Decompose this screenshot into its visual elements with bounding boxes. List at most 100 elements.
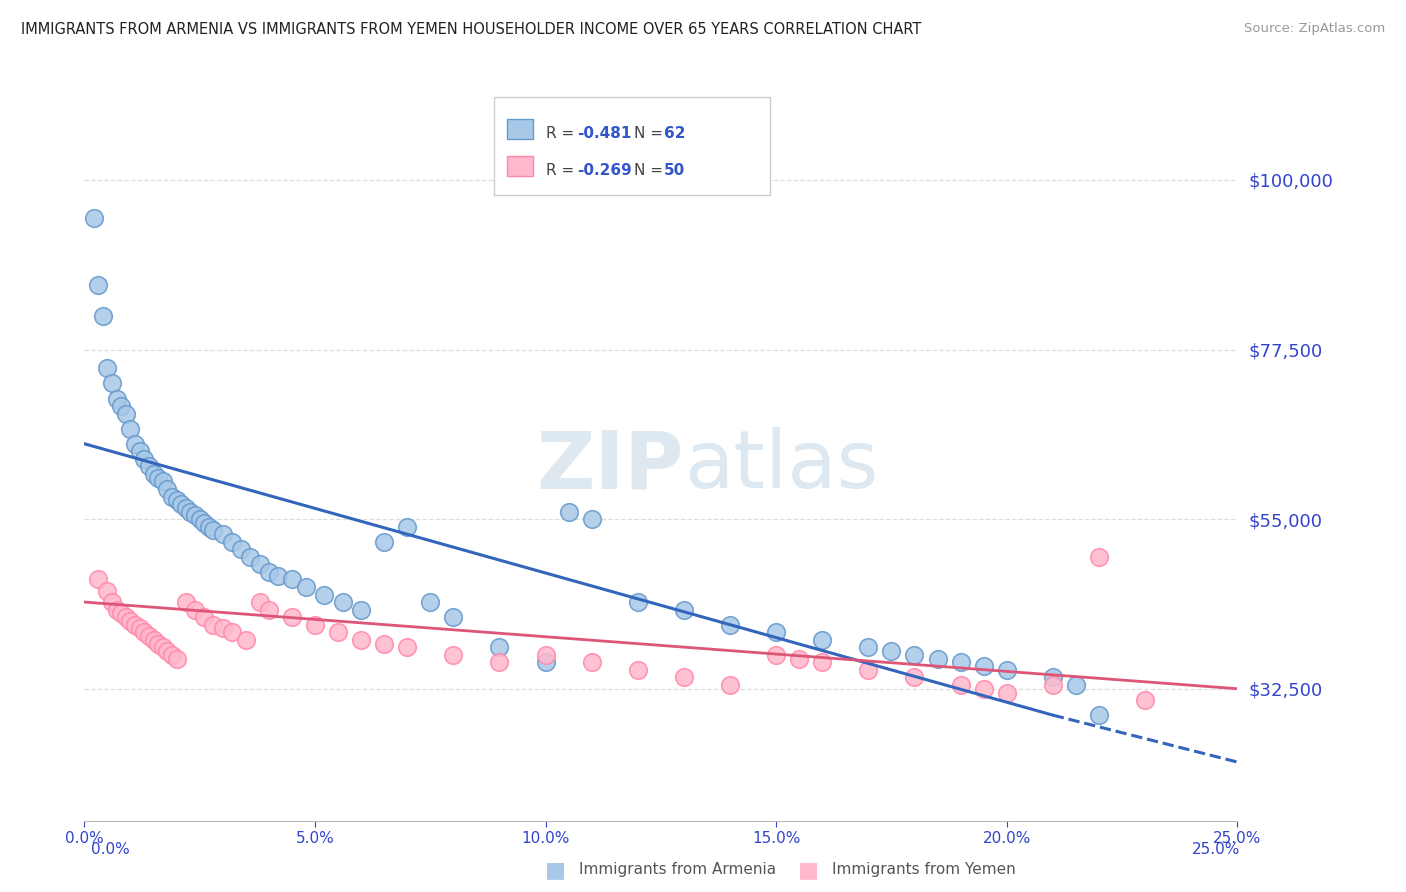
Text: Source: ZipAtlas.com: Source: ZipAtlas.com [1244,22,1385,36]
Text: 62: 62 [664,126,686,141]
Point [235,632,257,647]
Point [396,519,419,533]
Point [184,508,207,523]
Point [1042,678,1064,692]
Point [765,625,787,640]
Point [202,524,225,538]
Text: ■: ■ [546,860,565,880]
Point [903,648,925,662]
Point [949,656,972,670]
Point [96,361,118,376]
Text: -0.481: -0.481 [576,126,631,141]
Text: 50: 50 [664,163,686,178]
Point [257,602,280,616]
Point [221,625,243,640]
Point [138,459,160,474]
FancyBboxPatch shape [508,119,533,138]
Point [105,602,128,616]
Point [811,656,834,670]
Point [332,595,354,609]
Point [627,595,650,609]
Text: atlas: atlas [683,427,879,506]
Point [156,644,179,658]
Point [350,602,373,616]
Point [995,685,1018,699]
Text: 25.0%: 25.0% [1192,842,1240,856]
Point [718,678,741,692]
Point [160,648,183,662]
Point [138,629,160,643]
Point [373,534,395,549]
Point [142,467,165,481]
Point [281,610,304,624]
Point [120,614,142,628]
Point [128,622,150,636]
Point [124,436,146,450]
Point [672,670,695,684]
Point [128,444,150,458]
Point [124,617,146,632]
Text: N =: N = [634,126,668,141]
Point [156,482,179,496]
Point [294,580,316,594]
Point [152,640,174,655]
Point [787,651,810,665]
Point [91,309,114,323]
Point [718,617,741,632]
Point [534,648,557,662]
Point [304,617,326,632]
Text: Immigrants from Yemen: Immigrants from Yemen [832,863,1017,877]
Point [211,527,233,541]
Point [231,542,253,557]
Point [105,392,128,406]
Point [581,656,603,670]
Point [142,632,165,647]
Point [396,640,419,655]
Point [146,471,169,485]
Point [488,640,510,655]
Point [765,648,787,662]
Point [441,610,464,624]
Text: R =: R = [546,163,579,178]
Point [1042,670,1064,684]
Point [193,610,215,624]
Point [87,278,110,293]
Point [83,211,105,225]
Point [373,636,395,650]
Point [110,607,132,621]
Point [581,512,603,526]
Text: ZIP: ZIP [537,427,683,506]
Point [115,407,138,421]
Point [198,519,221,533]
Point [1088,708,1111,723]
Point [146,636,169,650]
Point [101,376,124,391]
Point [903,670,925,684]
Point [101,595,124,609]
Point [170,497,193,511]
Text: N =: N = [634,163,668,178]
Text: 0.0%: 0.0% [91,842,131,856]
Point [193,516,215,530]
Point [858,640,880,655]
Point [281,573,304,587]
Point [174,500,197,515]
FancyBboxPatch shape [508,156,533,177]
Text: Immigrants from Armenia: Immigrants from Armenia [579,863,776,877]
Point [880,644,903,658]
Point [120,422,142,436]
Point [221,534,243,549]
Point [1088,549,1111,564]
Point [174,595,197,609]
Point [166,651,188,665]
Point [188,512,211,526]
Text: -0.269: -0.269 [576,163,631,178]
Point [179,505,201,519]
Point [973,659,995,673]
Point [350,632,373,647]
Point [115,610,138,624]
Point [96,583,118,598]
Point [239,549,262,564]
Point [326,625,349,640]
Point [488,656,510,670]
